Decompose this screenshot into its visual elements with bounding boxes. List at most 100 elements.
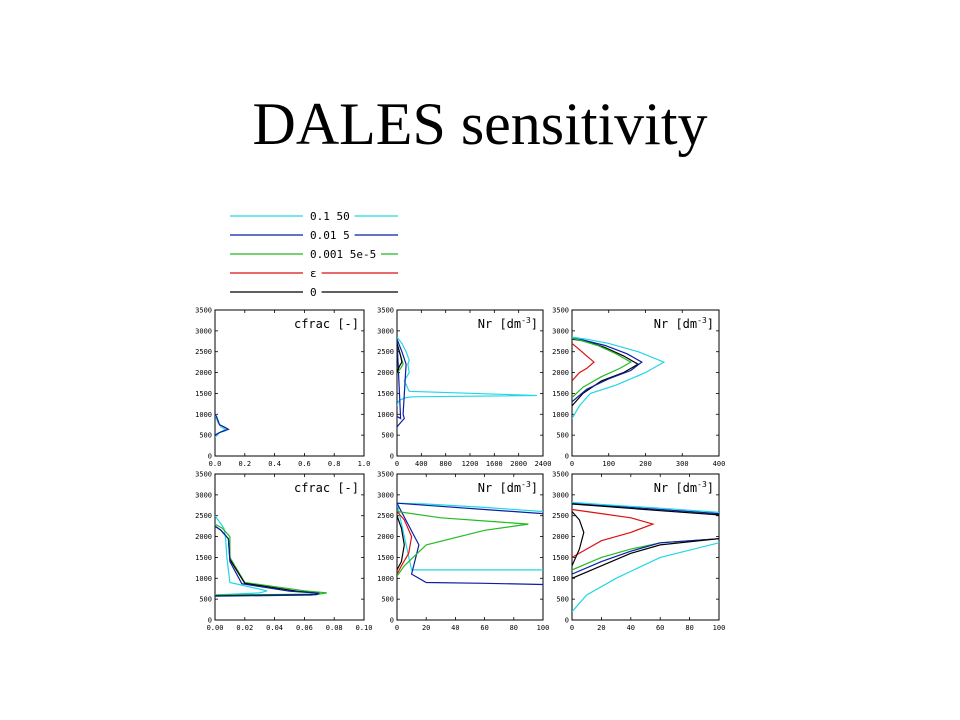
plot-frame: [396, 473, 544, 621]
series-line-red: [572, 342, 595, 382]
legend: 0.1 50 0.01 5 0.001 5e-5 ε 0: [230, 210, 398, 299]
y-tick-label: 2000: [195, 533, 212, 541]
x-tick-label: 80: [510, 624, 518, 632]
x-tick-label: 0.08: [326, 624, 343, 632]
plot-frame: [571, 473, 720, 621]
panel-title: Nr [dm-3]: [478, 480, 538, 495]
x-tick-label: 2400: [535, 460, 552, 468]
legend-label: 0.001 5e-5: [310, 248, 376, 261]
y-tick-label: 2500: [377, 348, 394, 356]
plot-frame: [214, 309, 365, 457]
y-tick-label: 500: [556, 596, 569, 604]
y-tick-label: 1000: [377, 575, 394, 583]
x-tick-label: 40: [451, 624, 459, 632]
panel-3: 0 500 1000 1500 2000 2500 3000 3500 0 100 200 300 40…: [552, 307, 725, 469]
x-tick-label: 20: [422, 624, 430, 632]
series-line-blue: [572, 337, 643, 403]
y-tick-label: 3500: [377, 471, 394, 479]
plot-frame: [396, 309, 544, 457]
y-tick-label: 2500: [195, 512, 212, 520]
x-tick-label: 0: [570, 460, 574, 468]
x-tick-label: 1600: [486, 460, 503, 468]
x-tick-label: 1200: [462, 460, 479, 468]
x-tick-label: 100: [537, 624, 550, 632]
y-tick-label: 0: [208, 617, 212, 625]
x-tick-label: 0: [570, 624, 574, 632]
y-tick-label: 0: [390, 453, 394, 461]
series-line-blue: [397, 502, 543, 586]
y-tick-label: 1500: [552, 554, 569, 562]
x-tick-label: 800: [439, 460, 452, 468]
panel-title: cfrac [-]: [294, 317, 359, 331]
y-tick-label: 500: [381, 432, 394, 440]
y-tick-label: 2500: [195, 348, 212, 356]
x-tick-label: 200: [639, 460, 652, 468]
y-tick-label: 1000: [552, 575, 569, 583]
y-tick-label: 2000: [552, 369, 569, 377]
y-tick-label: 0: [565, 453, 569, 461]
series-line-cyan: [215, 515, 268, 596]
series-line-black: [397, 515, 405, 571]
x-tick-label: 80: [685, 624, 693, 632]
series-line-blue: [572, 502, 719, 515]
x-tick-label: 60: [656, 624, 664, 632]
legend-label: ε: [310, 267, 317, 280]
y-tick-label: 3000: [195, 491, 212, 499]
x-tick-label: 0.04: [266, 624, 283, 632]
y-tick-label: 3500: [377, 307, 394, 315]
panel-4: 0 500 1000 1500 2000 2500 3000 3500 0.00 0.02 0.04…: [195, 471, 372, 633]
x-tick-label: 400: [713, 460, 726, 468]
y-tick-label: 2500: [377, 512, 394, 520]
y-tick-label: 3500: [552, 471, 569, 479]
x-tick-label: 0.8: [328, 460, 341, 468]
panel-1: 0 500 1000 1500 2000 2500 3000 3500 0.0 0.2 0.4 0.6…: [195, 307, 370, 469]
y-tick-label: 1500: [377, 554, 394, 562]
panel-5: 0 500 1000 1500 2000 2500 3000 3500 0 20 40 60 80 100…: [377, 471, 549, 633]
y-tick-label: 1500: [195, 390, 212, 398]
x-tick-label: 20: [597, 624, 605, 632]
x-tick-label: 0.06: [296, 624, 313, 632]
y-tick-label: 500: [199, 596, 212, 604]
x-tick-label: 0.6: [298, 460, 311, 468]
series-line-blue: [215, 413, 230, 436]
series-line-cyan: [572, 542, 719, 613]
y-tick-label: 500: [381, 596, 394, 604]
y-tick-label: 3000: [552, 491, 569, 499]
series-line-cyan: [572, 501, 719, 513]
series-line-blue: [397, 338, 407, 428]
y-tick-label: 1500: [377, 390, 394, 398]
y-tick-label: 1500: [552, 390, 569, 398]
x-tick-label: 0: [395, 460, 399, 468]
slide-title: DALES sensitivity: [252, 91, 708, 157]
series-line-cyan: [397, 502, 543, 571]
panel-title: Nr [dm-3]: [478, 316, 538, 331]
panel-2: 0 500 1000 1500 2000 2500 3000 3500 0 400 800 1200 1…: [377, 307, 551, 469]
x-tick-label: 400: [415, 460, 428, 468]
x-tick-label: 40: [627, 624, 635, 632]
series-line-blue: [572, 538, 719, 575]
legend-label: 0.1 50: [310, 210, 350, 223]
y-tick-label: 500: [556, 432, 569, 440]
y-tick-label: 2500: [552, 512, 569, 520]
series-line-green: [572, 337, 633, 399]
y-tick-label: 500: [199, 432, 212, 440]
x-tick-label: 1.0: [358, 460, 371, 468]
y-tick-label: 0: [390, 617, 394, 625]
x-tick-label: 300: [676, 460, 689, 468]
y-tick-label: 2500: [552, 348, 569, 356]
x-tick-label: 100: [713, 624, 726, 632]
series-line-green: [397, 510, 529, 577]
x-tick-label: 0: [395, 624, 399, 632]
plot-frame: [214, 473, 365, 621]
y-tick-label: 0: [565, 617, 569, 625]
y-tick-label: 2000: [195, 369, 212, 377]
series-line-black: [572, 538, 719, 579]
y-tick-label: 3500: [195, 471, 212, 479]
y-tick-label: 2000: [552, 533, 569, 541]
series-line-red: [397, 511, 413, 575]
y-tick-label: 3000: [195, 327, 212, 335]
y-tick-label: 0: [208, 453, 212, 461]
x-tick-label: 0.2: [238, 460, 251, 468]
x-tick-label: 0.4: [268, 460, 281, 468]
